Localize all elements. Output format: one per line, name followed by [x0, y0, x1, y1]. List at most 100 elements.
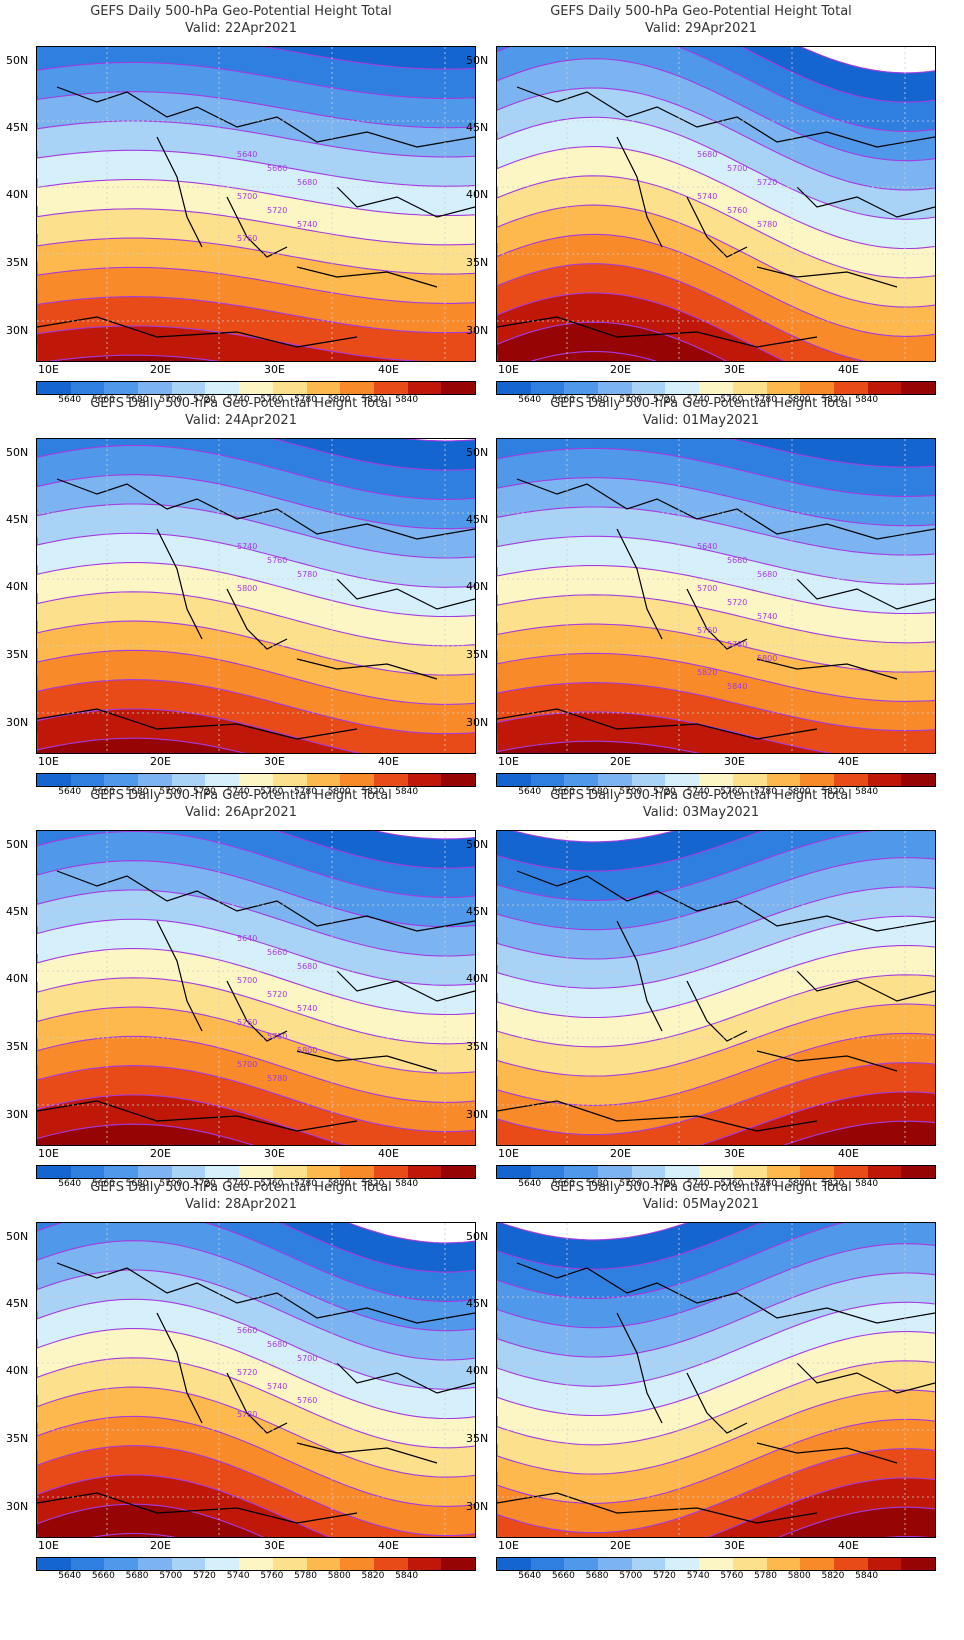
contour-line	[37, 532, 475, 588]
contour-label: 5800	[757, 654, 777, 663]
colorbar-swatch	[800, 774, 834, 786]
longitude-tick: 10E	[38, 363, 59, 376]
colorbar-label: 5660	[91, 1571, 115, 1581]
contour-line	[497, 1003, 935, 1077]
contour-line	[730, 439, 935, 468]
contour-label: 5760	[697, 626, 717, 635]
colorbar-swatch	[833, 774, 868, 786]
map-panel-p6: GEFS Daily 500-hPa Geo-Potential Height …	[460, 784, 942, 1194]
latitude-tick: 35N	[6, 648, 29, 661]
longitude-tick: 10E	[498, 755, 519, 768]
colorbar-label: 5640	[518, 1179, 542, 1189]
colorbar-swatch	[441, 774, 475, 786]
latitude-tick: 35N	[466, 648, 489, 661]
contour-label: 5740	[237, 542, 257, 551]
colorbar-label: 5820	[361, 1179, 385, 1189]
colorbar-swatch	[530, 1558, 565, 1570]
colorbar-label: 5760	[720, 787, 744, 797]
contour-line	[497, 321, 728, 361]
colorbar-swatch	[138, 1558, 172, 1570]
latitude-tick: 30N	[6, 1108, 29, 1121]
colorbar-swatch	[867, 382, 902, 394]
longitude-tick: 30E	[724, 755, 745, 768]
latitude-tick: 40N	[6, 188, 29, 201]
colorbar-label: 5720	[653, 1571, 676, 1581]
colorbar-label: 5720	[653, 787, 676, 797]
colorbar-label: 5800	[327, 787, 351, 797]
contour-label: 5760	[237, 234, 257, 243]
contour-line	[37, 1065, 475, 1133]
contour-line	[497, 506, 935, 556]
contour-line	[37, 149, 475, 187]
colorbar-label: 5680	[125, 1571, 149, 1581]
colorbar-label: 5840	[395, 787, 419, 797]
geopotential-map	[496, 830, 936, 1146]
colorbar-label: 5760	[720, 395, 744, 405]
longitude-tick: 40E	[838, 755, 859, 768]
panel-title: GEFS Daily 500-hPa Geo-Potential Height …	[90, 396, 392, 411]
longitude-tick: 10E	[38, 755, 59, 768]
colorbar-swatch	[497, 1558, 531, 1570]
contour-line	[497, 1223, 845, 1299]
contour-label: 5800	[237, 584, 257, 593]
panel-valid-date: Valid: 29Apr2021	[645, 21, 757, 36]
colorbar-label: 5780	[294, 787, 317, 797]
panel-valid-date: Valid: 28Apr2021	[185, 1197, 297, 1212]
contour-label: 5720	[727, 598, 747, 607]
latitude-tick: 50N	[466, 1230, 489, 1243]
longitude-tick: 20E	[610, 363, 631, 376]
colorbar-label: 5800	[327, 395, 351, 405]
contour-line	[37, 704, 361, 753]
contour-line	[497, 58, 935, 162]
colorbar-swatch	[340, 382, 374, 394]
contour-line	[497, 915, 935, 989]
contour-label: 5700	[297, 1354, 317, 1363]
contour-line	[37, 1223, 475, 1302]
colorbar-swatch	[901, 382, 935, 394]
longitude-tick: 30E	[264, 1147, 285, 1160]
longitude-tick: 30E	[264, 363, 285, 376]
colorbar-swatch	[598, 1558, 632, 1570]
longitude-tick: 40E	[838, 1539, 859, 1552]
colorbar-swatch	[732, 382, 767, 394]
geopotential-map	[496, 1222, 936, 1538]
colorbar-swatch	[497, 1166, 531, 1178]
latitude-tick: 35N	[6, 256, 29, 269]
colorbar-label: 5760	[260, 395, 284, 405]
colorbar-label: 5840	[395, 1179, 419, 1189]
geopotential-map: 5660 5680 5700 5720 5740 5760 5780	[36, 1222, 476, 1538]
contour-line	[37, 61, 475, 99]
contour-line	[800, 47, 935, 74]
coastline	[37, 1262, 475, 1524]
contour-label: 5720	[267, 990, 287, 999]
latitude-tick: 30N	[466, 716, 489, 729]
longitude-tick: 40E	[378, 1539, 399, 1552]
colorbar-label: 5760	[260, 1571, 284, 1581]
contour-label: 5780	[267, 1032, 287, 1041]
latitude-tick: 35N	[6, 1040, 29, 1053]
colorbar-label: 5660	[551, 395, 575, 405]
colorbar-swatch	[205, 774, 240, 786]
colorbar-label: 5820	[821, 1179, 845, 1189]
contour-line	[37, 889, 475, 957]
latitude-tick: 35N	[466, 1040, 489, 1053]
colorbar-label: 5740	[686, 1179, 710, 1189]
contour-line	[497, 1418, 935, 1504]
contour-label: 5680	[297, 178, 317, 187]
colorbar-swatch	[800, 1558, 834, 1570]
colorbar-swatch	[407, 774, 442, 786]
contour-label: 5760	[727, 206, 747, 215]
colorbar-swatch	[800, 382, 834, 394]
contour-label: 5840	[727, 682, 747, 691]
contour-line	[37, 1327, 475, 1420]
colorbar-swatch	[867, 1166, 902, 1178]
longitude-tick: 30E	[724, 363, 745, 376]
colorbar-label: 5820	[361, 787, 385, 797]
contour-label: 5780	[757, 220, 777, 229]
contour-label: 5700	[237, 192, 257, 201]
contour-line	[37, 918, 475, 986]
contour-line	[497, 705, 833, 753]
colorbar-label: 5640	[58, 787, 82, 797]
contour-line	[347, 1223, 475, 1244]
colorbar-swatch	[407, 1558, 442, 1570]
